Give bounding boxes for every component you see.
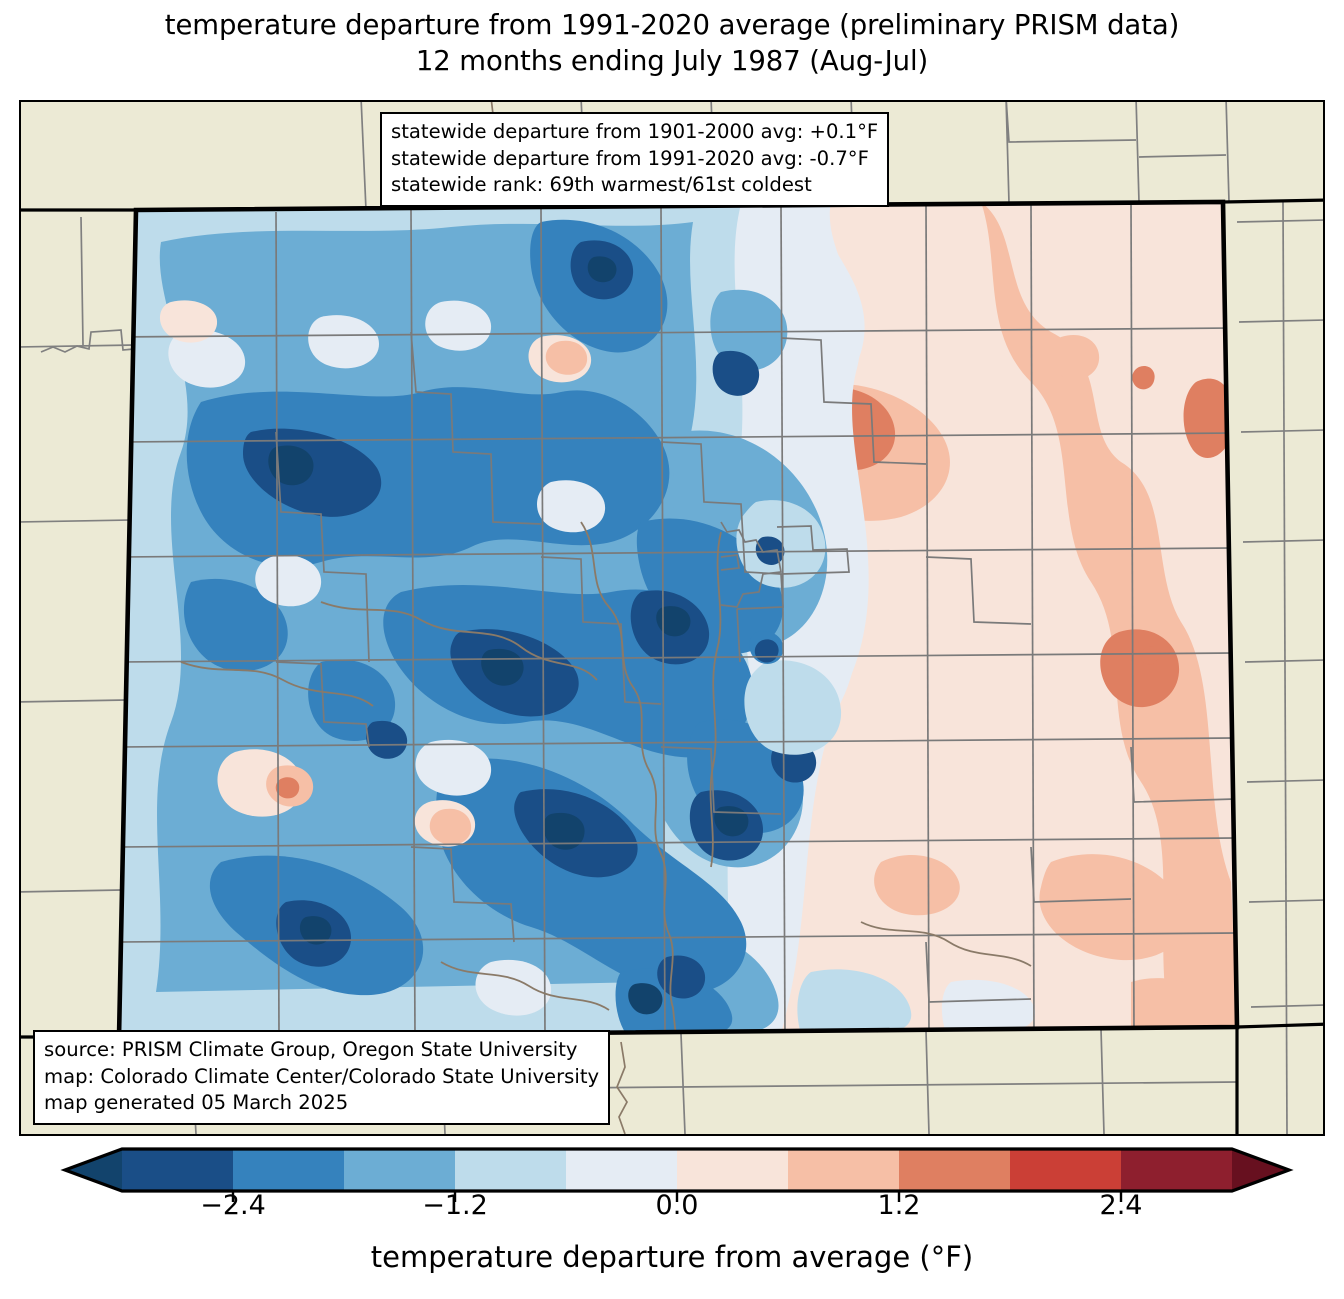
colorbar-over-arrow xyxy=(1232,1149,1289,1191)
colorbar-band xyxy=(1010,1149,1122,1191)
source-line-1: source: PRISM Climate Group, Oregon Stat… xyxy=(44,1038,578,1061)
colorbar-tick-label: 2.4 xyxy=(1099,1190,1143,1221)
colorbar-tick-label: −1.2 xyxy=(422,1190,488,1221)
title-line-2: 12 months ending July 1987 (Aug-Jul) xyxy=(415,44,929,77)
colorbar xyxy=(0,1143,1344,1203)
colorbar-band xyxy=(788,1149,900,1191)
colorbar-band xyxy=(566,1149,678,1191)
page-title: temperature departure from 1991-2020 ave… xyxy=(0,8,1344,80)
colorbar-band xyxy=(455,1149,567,1191)
colorado-county-lines xyxy=(119,202,1237,1037)
colorbar-tick-labels: −2.4 −1.2 0.0 1.2 2.4 xyxy=(0,1190,1344,1232)
colorbar-band xyxy=(1121,1149,1233,1191)
stats-line-3: statewide rank: 69th warmest/61st coldes… xyxy=(391,173,812,197)
source-line-2: map: Colorado Climate Center/Colorado St… xyxy=(44,1064,600,1088)
stats-line-2: statewide departure from 1991-2020 avg: … xyxy=(391,146,869,170)
colorbar-band xyxy=(899,1149,1011,1191)
colorbar-band xyxy=(122,1149,234,1191)
colorbar-band xyxy=(677,1149,789,1191)
colorbar-tick-label: 0.0 xyxy=(655,1190,699,1221)
colorbar-tick-label: −2.4 xyxy=(200,1190,266,1221)
stats-line-1: statewide departure from 1901-2000 avg: … xyxy=(391,120,879,143)
colorbar-band xyxy=(233,1149,345,1191)
colorbar-swatches xyxy=(60,1147,1294,1202)
river-lines xyxy=(180,521,1032,1037)
map-plot-area: statewide departure from 1901-2000 avg: … xyxy=(19,100,1325,1136)
temperature-contour-field xyxy=(119,202,1237,1037)
source-line-3: map generated 05 March 2025 xyxy=(44,1091,349,1115)
colorbar-under-arrow xyxy=(65,1149,122,1191)
colorbar-band xyxy=(344,1149,456,1191)
statewide-stats-box: statewide departure from 1901-2000 avg: … xyxy=(380,112,890,208)
source-credit-box: source: PRISM Climate Group, Oregon Stat… xyxy=(33,1030,611,1126)
colorbar-tick-label: 1.2 xyxy=(877,1190,921,1221)
title-line-1: temperature departure from 1991-2020 ave… xyxy=(164,9,1180,41)
colorado-temperature-departure-map xyxy=(21,102,1323,1134)
colorbar-axis-label: temperature departure from average (°F) xyxy=(370,1240,974,1274)
